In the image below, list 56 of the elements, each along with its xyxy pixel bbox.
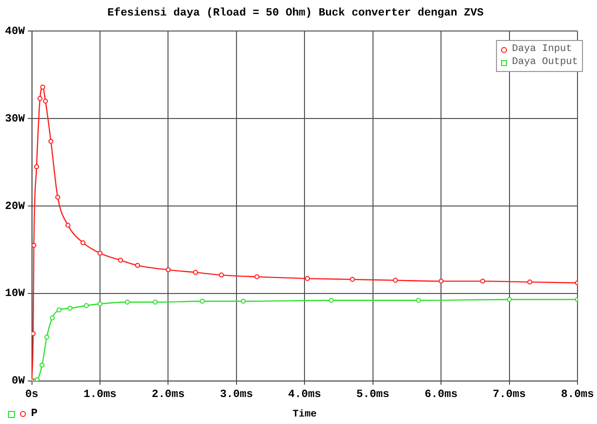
- x-tick-label: 5.0ms: [356, 389, 390, 402]
- point: [32, 242, 36, 248]
- point: [65, 222, 70, 228]
- point: [392, 278, 398, 283]
- point: [118, 258, 123, 263]
- point: [40, 84, 46, 90]
- point: [44, 334, 50, 340]
- point: [55, 194, 60, 200]
- point: [480, 278, 486, 284]
- x-tick-label: 8.0ms: [560, 389, 594, 402]
- point: [438, 278, 444, 284]
- point: [80, 240, 86, 246]
- chart-title: Efesiensi daya (Rload = 50 Ohm) Buck converter dengan ZVS: [107, 6, 484, 20]
- y-tick-label: 10W: [4, 288, 26, 300]
- x-tick-label: 4.0ms: [288, 389, 322, 402]
- point: [84, 303, 89, 308]
- point: [48, 138, 54, 144]
- x-axis-title: Time: [292, 408, 317, 421]
- text: P: [31, 408, 38, 420]
- x-tick-label: 2.0ms: [152, 389, 185, 402]
- legend-label: Daya Output: [512, 56, 578, 69]
- point: [98, 250, 103, 256]
- point: [68, 306, 72, 311]
- y-tick-label: 40W: [4, 26, 26, 38]
- y-tick-label: 20W: [4, 200, 26, 213]
- x-tick-label: 0s: [25, 389, 38, 402]
- y-tick-label: 0W: [12, 376, 26, 388]
- point: [240, 298, 246, 304]
- legend-label: Daya Input: [512, 43, 572, 56]
- point: [135, 262, 140, 268]
- point: [98, 301, 103, 306]
- x-tick-label: 7.0ms: [492, 389, 526, 402]
- point: [328, 298, 334, 303]
- point: [56, 308, 62, 313]
- point: [152, 300, 158, 305]
- x-tick-label: 6.0ms: [424, 389, 458, 402]
- point: [124, 300, 130, 305]
- point: [34, 164, 40, 170]
- point: [200, 298, 205, 304]
- point: [42, 98, 48, 104]
- point: [218, 272, 224, 278]
- point: [350, 276, 355, 282]
- x-tick-label: 1.0ms: [84, 389, 117, 402]
- point: [37, 96, 42, 101]
- point: [40, 362, 45, 368]
- point: [32, 331, 36, 336]
- point: [50, 315, 55, 320]
- point: [254, 274, 260, 280]
- point: [527, 280, 532, 285]
- y-tick-label: 30W: [4, 113, 26, 126]
- point: [506, 297, 512, 302]
- point: [166, 267, 171, 272]
- point: [193, 270, 198, 275]
- x-tick-label: 3.0ms: [220, 389, 253, 402]
- point: [304, 276, 310, 282]
- point: [416, 298, 422, 303]
